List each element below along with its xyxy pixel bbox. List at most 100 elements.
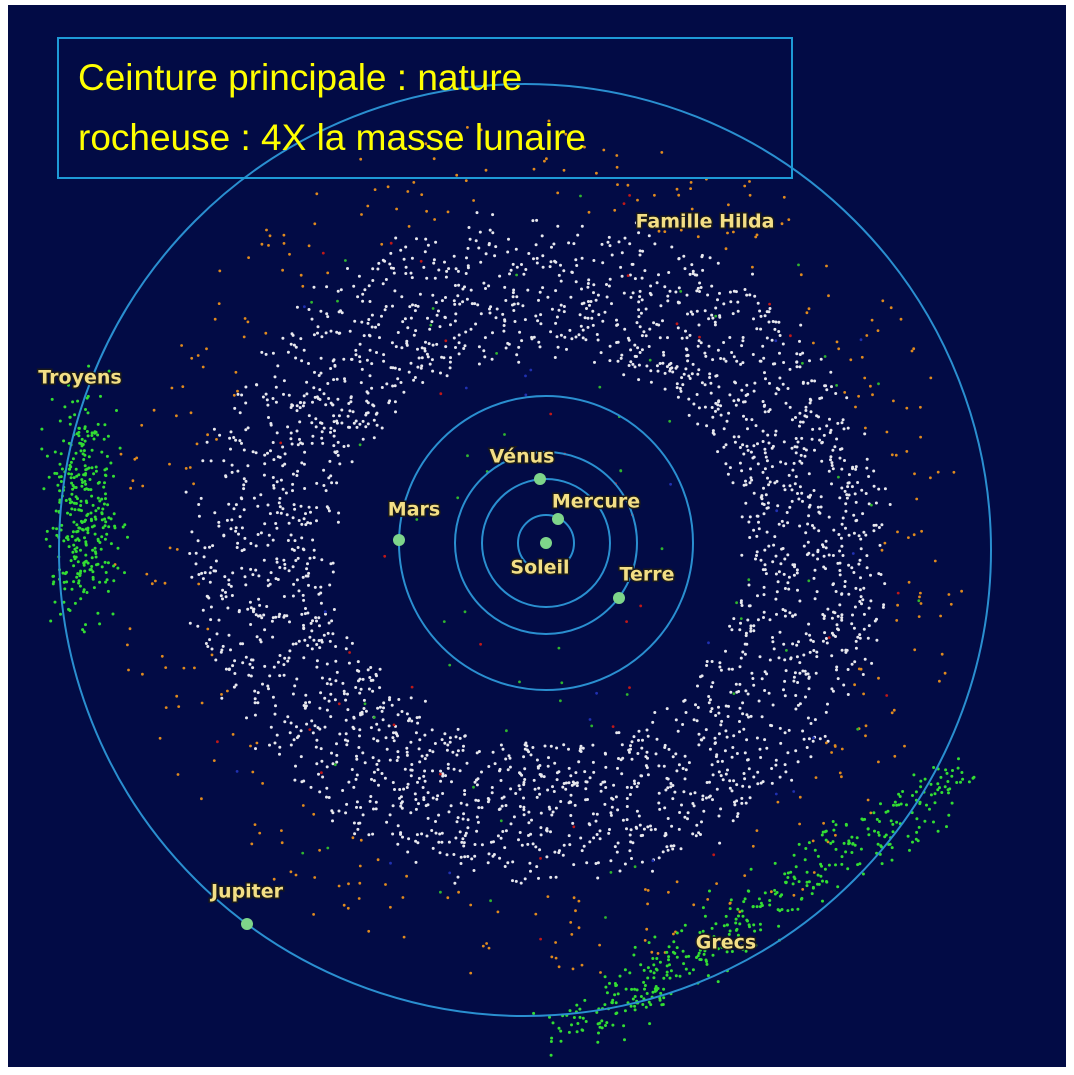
asteroid-dot <box>793 854 796 857</box>
asteroid-dot <box>177 773 180 776</box>
asteroid-dot <box>801 888 804 891</box>
asteroid-dot <box>399 833 402 836</box>
asteroid-dot <box>764 451 767 454</box>
asteroid-dot <box>311 647 314 650</box>
asteroid-dot <box>351 768 354 771</box>
asteroid-dot <box>697 831 700 834</box>
asteroid-dot <box>369 334 372 337</box>
asteroid-dot <box>439 780 442 783</box>
asteroid-dot <box>858 668 861 671</box>
asteroid-dot <box>501 313 504 316</box>
asteroid-dot <box>773 535 776 538</box>
asteroid-dot <box>504 758 507 761</box>
asteroid-dot <box>217 525 220 528</box>
asteroid-dot <box>396 750 399 753</box>
asteroid-dot <box>805 449 808 452</box>
asteroid-dot <box>772 704 775 707</box>
asteroid-dot <box>238 610 241 613</box>
asteroid-dot <box>410 696 413 699</box>
asteroid-dot <box>505 829 508 832</box>
asteroid-dot <box>381 386 384 389</box>
asteroid-dot <box>356 828 359 831</box>
asteroid-dot <box>303 487 306 490</box>
asteroid-dot <box>585 1020 588 1023</box>
asteroid-dot <box>581 849 584 852</box>
asteroid-dot <box>846 485 849 488</box>
asteroid-dot <box>382 360 385 363</box>
asteroid-dot <box>241 661 244 664</box>
asteroid-dot <box>295 874 298 877</box>
asteroid-dot <box>631 841 634 844</box>
asteroid-dot <box>844 580 847 583</box>
asteroid-dot <box>725 773 728 776</box>
asteroid-dot <box>373 779 376 782</box>
asteroid-dot <box>341 789 344 792</box>
asteroid-dot <box>379 668 382 671</box>
asteroid-dot <box>806 523 809 526</box>
asteroid-dot <box>784 488 787 491</box>
asteroid-dot <box>324 726 327 729</box>
asteroid-dot <box>867 475 870 478</box>
asteroid-dot <box>320 558 323 561</box>
asteroid-dot <box>249 601 252 604</box>
asteroid-dot <box>862 673 865 676</box>
asteroid-dot <box>666 971 669 974</box>
asteroid-dot <box>485 169 488 172</box>
asteroid-dot <box>905 450 908 453</box>
asteroid-dot <box>235 526 238 529</box>
asteroid-dot <box>414 329 417 332</box>
asteroid-dot <box>480 771 483 774</box>
asteroid-dot <box>505 804 508 807</box>
asteroid-dot <box>822 566 825 569</box>
asteroid-dot <box>836 341 839 344</box>
asteroid-dot <box>503 286 506 289</box>
asteroid-dot <box>392 267 395 270</box>
jupiter <box>241 918 253 930</box>
asteroid-dot <box>353 320 356 323</box>
asteroid-dot <box>731 756 734 759</box>
asteroid-dot <box>266 544 269 547</box>
asteroid-dot <box>678 828 681 831</box>
asteroid-dot <box>788 729 791 732</box>
asteroid-dot <box>610 871 613 874</box>
asteroid-dot <box>632 954 635 957</box>
asteroid-dot <box>794 482 797 485</box>
asteroid-dot <box>611 254 614 257</box>
asteroid-dot <box>765 572 768 575</box>
asteroid-dot <box>653 194 656 197</box>
asteroid-dot <box>360 321 363 324</box>
asteroid-dot <box>515 248 518 251</box>
asteroid-dot <box>576 234 579 237</box>
asteroid-dot <box>522 797 525 800</box>
asteroid-dot <box>751 273 754 276</box>
asteroid-dot <box>401 836 404 839</box>
asteroid-dot <box>645 928 648 931</box>
asteroid-dot <box>602 149 605 152</box>
asteroid-dot <box>779 461 782 464</box>
asteroid-dot <box>779 727 782 730</box>
asteroid-dot <box>753 492 756 495</box>
asteroid-dot <box>375 351 378 354</box>
asteroid-dot <box>832 690 835 693</box>
asteroid-dot <box>854 468 857 471</box>
asteroid-dot <box>911 841 914 844</box>
asteroid-dot <box>491 331 494 334</box>
asteroid-dot <box>266 404 269 407</box>
asteroid-dot <box>311 539 314 542</box>
asteroid-dot <box>481 843 484 846</box>
asteroid-dot <box>193 667 196 670</box>
asteroid-dot <box>633 780 636 783</box>
asteroid-dot <box>394 384 397 387</box>
asteroid-dot <box>320 335 323 338</box>
asteroid-dot <box>262 396 265 399</box>
asteroid-dot <box>853 683 856 686</box>
asteroid-dot <box>457 876 460 879</box>
asteroid-dot <box>196 625 199 628</box>
asteroid-dot <box>746 619 749 622</box>
asteroid-dot <box>759 923 762 926</box>
asteroid-dot <box>444 774 447 777</box>
asteroid-dot <box>863 613 866 616</box>
asteroid-dot <box>877 831 880 834</box>
asteroid-dot <box>671 797 674 800</box>
asteroid-dot <box>541 254 544 257</box>
